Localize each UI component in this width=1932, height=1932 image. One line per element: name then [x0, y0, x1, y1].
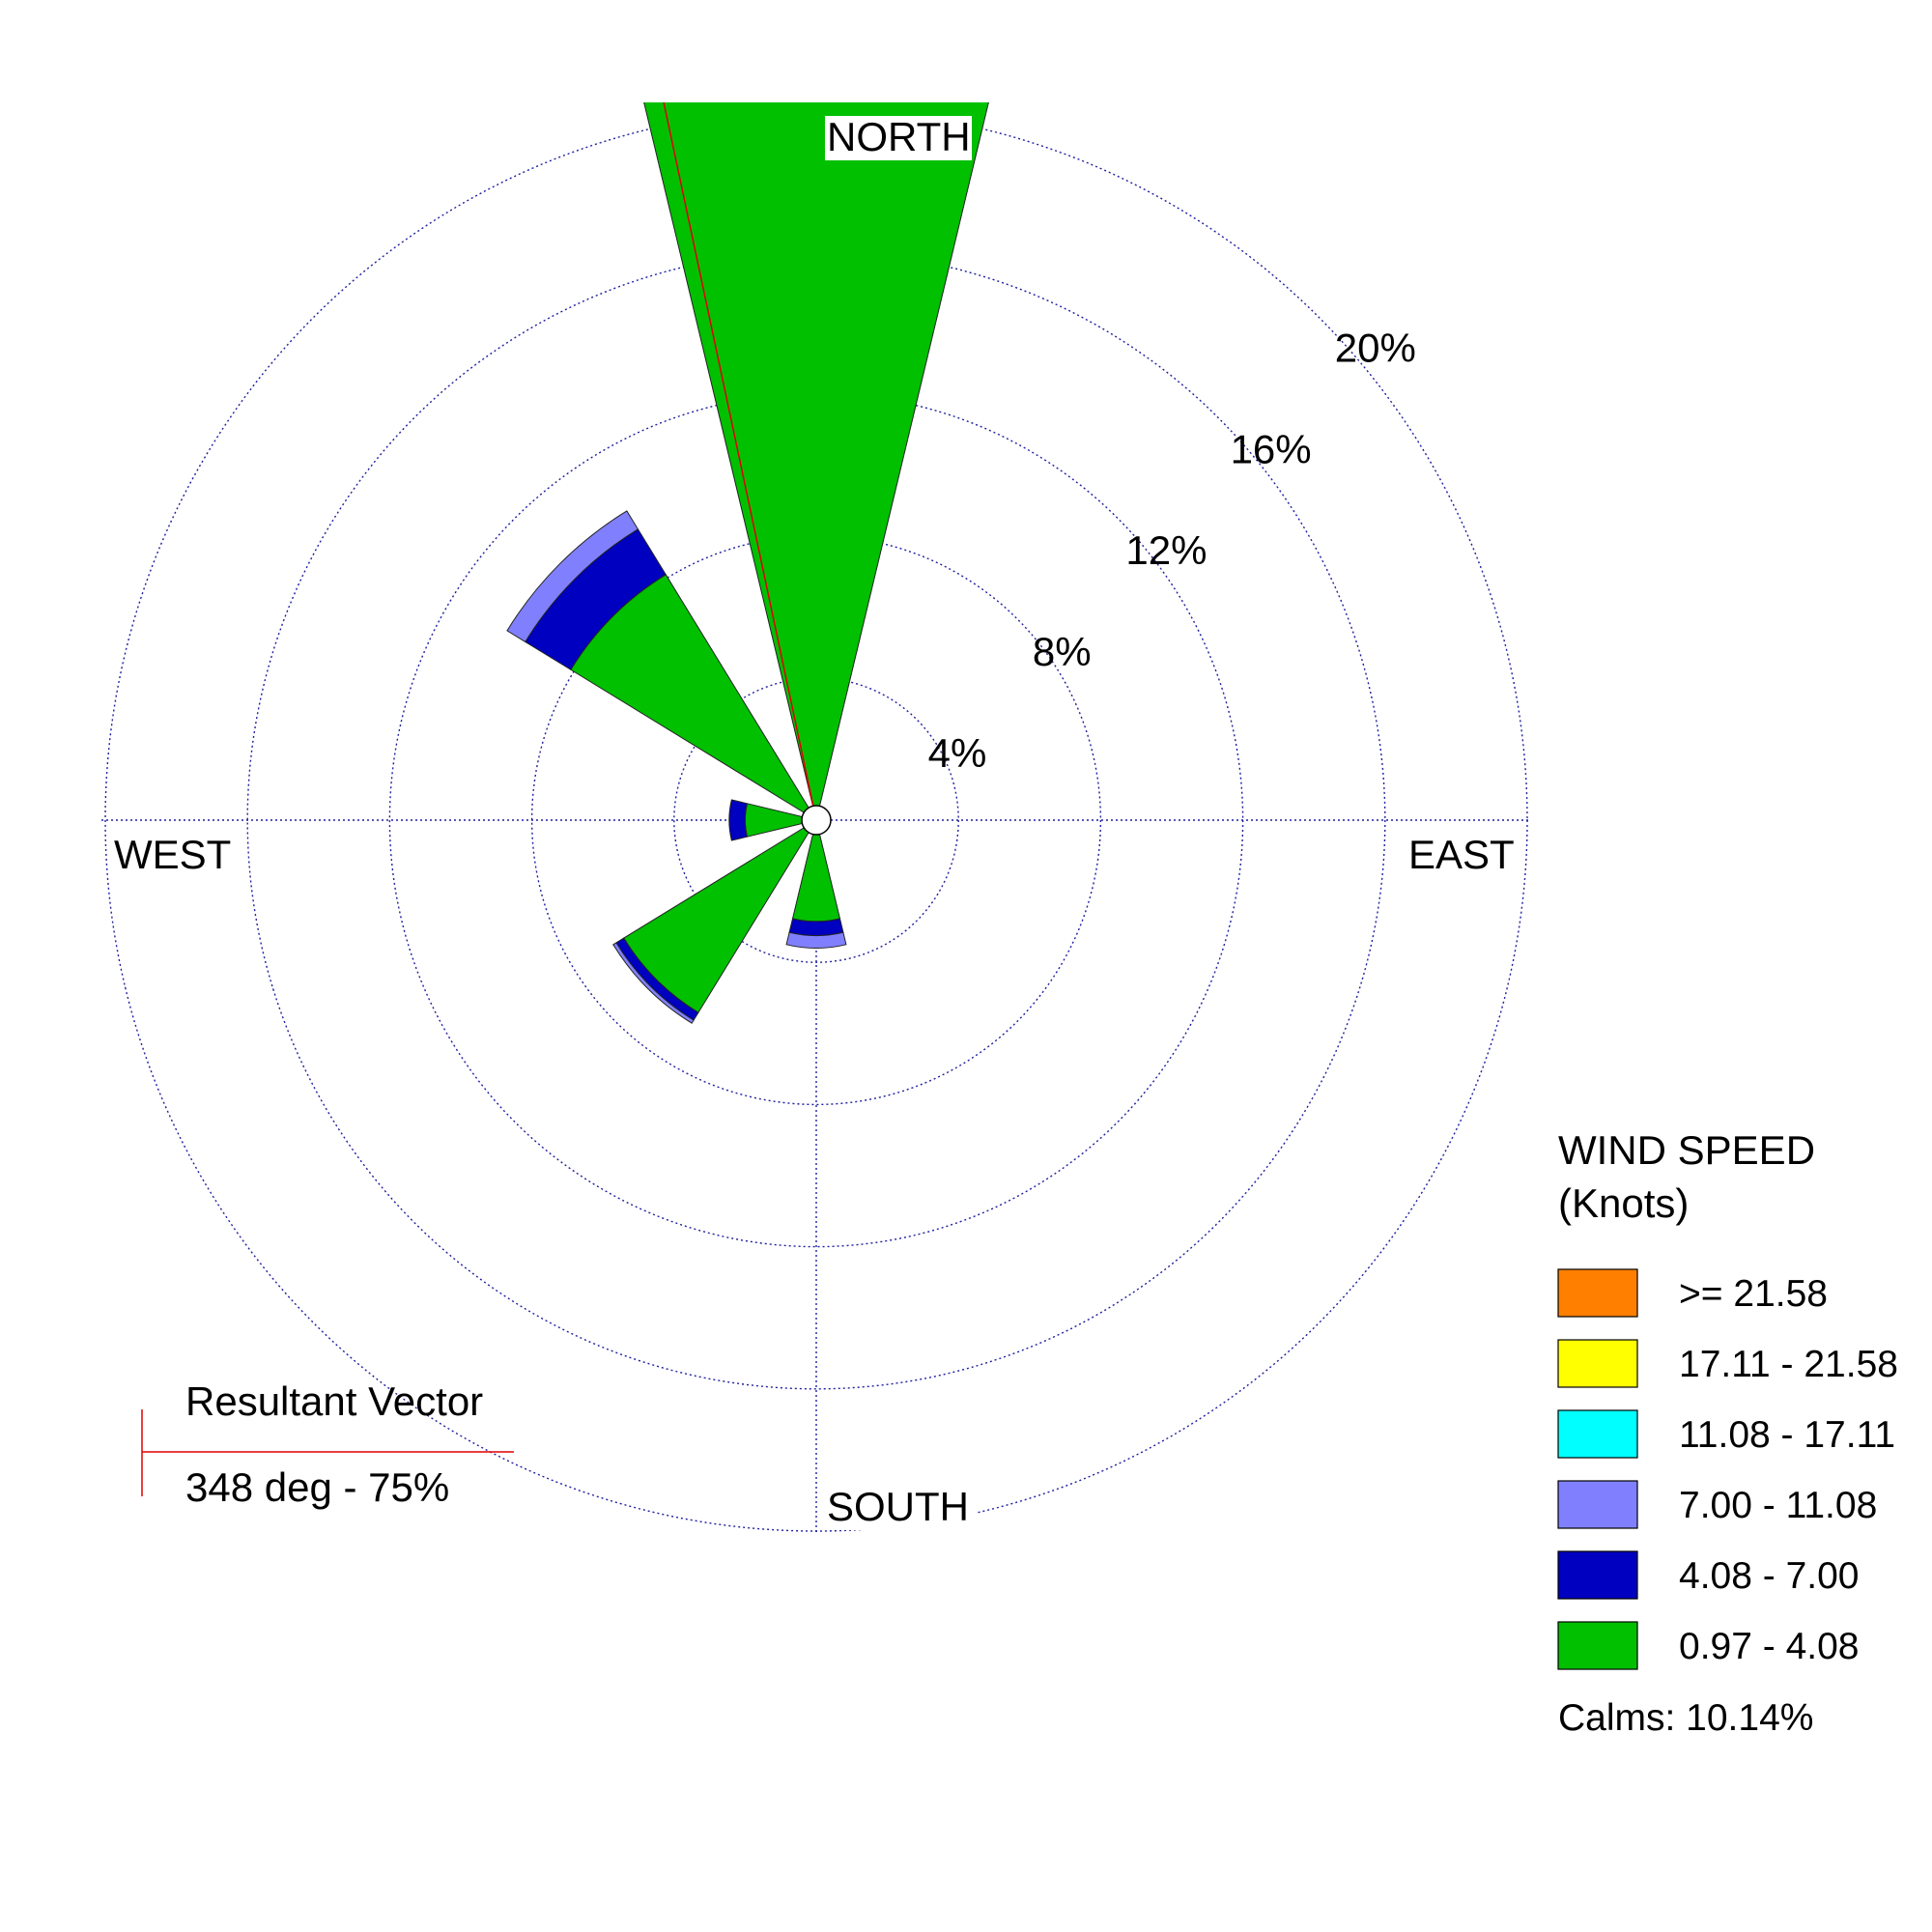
direction-label: NORTH: [827, 114, 971, 159]
grid-ring: [246, 250, 1386, 1390]
label-bg: [825, 1486, 976, 1530]
resultant-title: Resultant Vector: [185, 1378, 483, 1424]
petal-segment: [728, 799, 749, 841]
r-tick-label: 20%: [1335, 326, 1416, 371]
labels: 4% 8% 12% 16% 20% NORTH EAST WEST SOUTH WIND SPEE…: [114, 114, 1898, 1739]
petal-segment: [638, 56, 994, 77]
legend-label: 17.11 - 21.58: [1679, 1344, 1898, 1385]
legend-swatch: [1557, 1268, 1638, 1318]
petal-segment: [638, 56, 994, 77]
r-tick-label: 8%: [1033, 629, 1092, 674]
petal-segment: [785, 931, 847, 949]
petal-segment: [506, 510, 639, 643]
legend-swatch: [1557, 1339, 1638, 1388]
petal-segment: [788, 918, 844, 937]
petals: [506, 56, 994, 1024]
resultant-vector: [663, 102, 817, 821]
grid-ring: [104, 108, 1528, 1532]
petal-segment: [638, 56, 994, 77]
legend-title: WIND SPEED: [1558, 1127, 1815, 1173]
direction-label: SOUTH: [827, 1484, 969, 1529]
petal-segment: [612, 942, 695, 1024]
r-tick-label: 16%: [1231, 426, 1312, 471]
petal-segment: [638, 56, 994, 77]
legend-label: 0.97 - 4.08: [1679, 1626, 1859, 1667]
legend-label: 11.08 - 17.11: [1679, 1414, 1895, 1456]
calms-label: Calms: 10.14%: [1558, 1697, 1813, 1739]
petal-segment: [643, 102, 989, 821]
petal-segment: [638, 56, 994, 77]
grid-ring: [673, 677, 959, 963]
legend-label: 7.00 - 11.08: [1679, 1485, 1877, 1526]
legend-label: 4.08 - 7.00: [1679, 1555, 1859, 1597]
direction-label: EAST: [1408, 832, 1515, 877]
calm-circle: [801, 805, 832, 836]
legend-swatch: [1557, 1409, 1638, 1459]
direction-label: WEST: [114, 832, 231, 877]
label-bg: [825, 116, 972, 160]
legend-swatch: [1557, 1621, 1638, 1670]
legend-subtitle: (Knots): [1558, 1180, 1689, 1226]
r-tick-label: 4%: [928, 730, 987, 776]
r-tick-label: 12%: [1125, 527, 1207, 573]
resultant-label: 348 deg - 75%: [185, 1464, 449, 1510]
legend-swatch: [1557, 1550, 1638, 1600]
legend-label: >= 21.58: [1679, 1273, 1828, 1315]
legend-swatch: [1557, 1480, 1638, 1529]
